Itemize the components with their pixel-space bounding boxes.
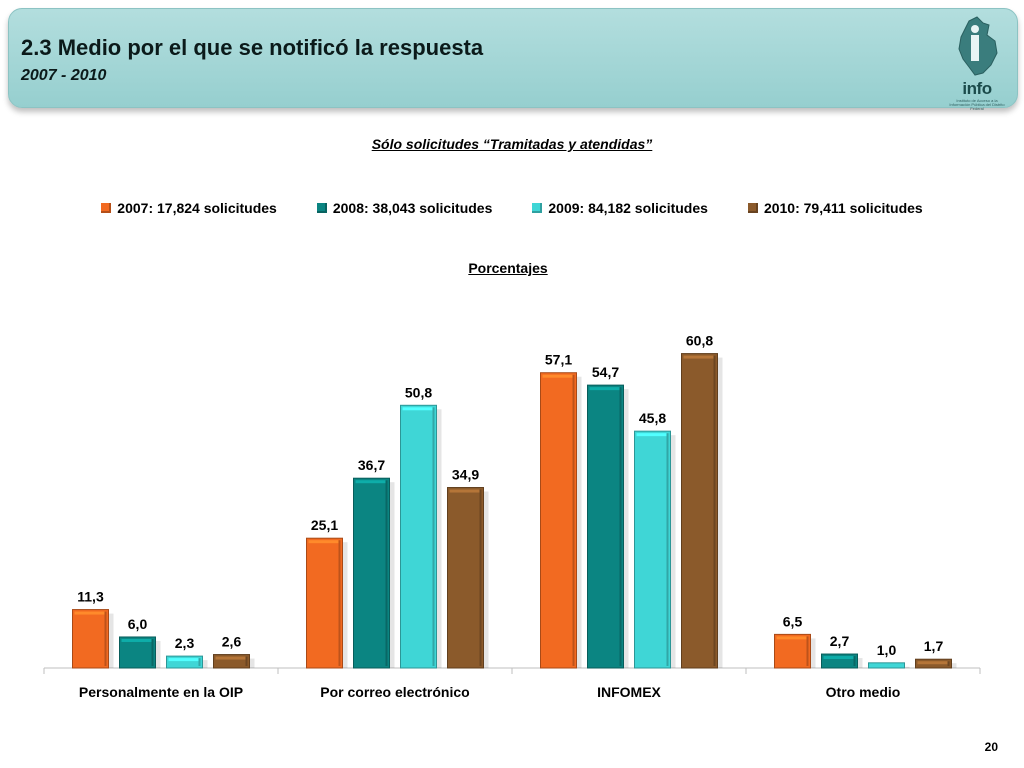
title-banner: 2.3 Medio por el que se notificó la resp… xyxy=(8,8,1018,111)
bar-highlight xyxy=(683,355,716,359)
bar-highlight xyxy=(917,661,950,665)
bar xyxy=(72,609,109,669)
bar-highlight xyxy=(215,656,248,660)
bar xyxy=(447,487,484,669)
x-tick-label: Personalmente en la OIP xyxy=(79,684,243,700)
legend-label-2009: 2009: 84,182 solicitudes xyxy=(548,200,708,216)
bar-highlight xyxy=(168,658,201,662)
x-tick-label: Otro medio xyxy=(826,684,901,700)
bar-side-shade xyxy=(385,480,388,666)
chart-title: Sólo solicitudes “Tramitadas y atendidas… xyxy=(371,136,653,152)
bar-side-shade xyxy=(853,656,856,666)
bar-highlight xyxy=(402,407,435,411)
bar-side-shade xyxy=(104,611,107,666)
data-label: 2,6 xyxy=(222,634,242,650)
legend-label-2007: 2007: 17,824 solicitudes xyxy=(117,200,277,216)
x-tick-label: INFOMEX xyxy=(597,684,661,700)
legend-label-2008: 2008: 38,043 solicitudes xyxy=(332,200,493,216)
legend-item-2008: 2008: 38,043 solicitudes xyxy=(316,200,493,216)
bar-highlight xyxy=(449,489,482,493)
data-label: 1,0 xyxy=(877,642,897,658)
bar-highlight xyxy=(636,433,669,437)
bar-side-shade xyxy=(479,489,482,666)
bar-side-shade xyxy=(432,407,435,666)
chart-legend: 2007: 17,824 solicitudes 2008: 38,043 so… xyxy=(0,200,1024,216)
bar-highlight xyxy=(308,540,341,544)
data-label: 57,1 xyxy=(545,352,572,368)
bar xyxy=(119,636,156,669)
data-label: 45,8 xyxy=(639,410,666,426)
map-icon xyxy=(958,16,998,76)
bar xyxy=(306,537,343,669)
bar-highlight xyxy=(355,480,388,484)
bar-highlight xyxy=(776,636,809,640)
bar-side-shade xyxy=(806,636,809,666)
bar-side-shade xyxy=(572,374,575,666)
legend-swatch-2010 xyxy=(747,203,758,213)
data-label: 36,7 xyxy=(358,457,385,473)
data-label: 6,5 xyxy=(783,613,803,629)
bar-side-shade xyxy=(713,355,716,666)
bar-highlight xyxy=(542,374,575,378)
bar-highlight xyxy=(121,638,154,642)
legend-swatch-2008 xyxy=(316,203,327,213)
bar-side-shade xyxy=(947,661,950,666)
bar xyxy=(540,372,577,669)
logo-caption: Instituto de Acceso a la Información Púb… xyxy=(949,98,1005,111)
bar-highlight xyxy=(74,611,107,615)
bar xyxy=(353,477,390,669)
bar xyxy=(634,430,671,669)
data-label: 50,8 xyxy=(405,384,432,400)
info-logo: info Instituto de Acceso a la Informació… xyxy=(947,15,1007,111)
bar-highlight xyxy=(589,387,622,391)
data-label: 1,7 xyxy=(924,638,944,654)
bar-side-shade xyxy=(198,658,201,666)
bar xyxy=(681,353,718,669)
data-label: 2,7 xyxy=(830,633,850,649)
data-label: 60,8 xyxy=(686,333,713,349)
bar-side-shade xyxy=(666,433,669,666)
bar-side-shade xyxy=(338,540,341,666)
legend-swatch-2009 xyxy=(532,203,543,213)
bar-side-shade xyxy=(619,387,622,666)
page-number: 20 xyxy=(984,740,998,754)
bar xyxy=(868,662,905,669)
x-tick-label: Por correo electrónico xyxy=(320,684,469,700)
bar-side-shade xyxy=(245,656,248,666)
data-label: 2,3 xyxy=(175,635,195,651)
bar-highlight xyxy=(823,656,856,660)
legend-label-2010: 2010: 79,411 solicitudes xyxy=(763,200,923,216)
legend-item-2010: 2010: 79,411 solicitudes xyxy=(747,200,923,216)
data-label: 34,9 xyxy=(452,467,479,483)
data-label: 25,1 xyxy=(311,517,338,533)
data-label: 6,0 xyxy=(128,616,148,632)
legend-item-2009: 2009: 84,182 solicitudes xyxy=(532,200,708,216)
y-axis-label: Porcentajes xyxy=(468,260,548,276)
data-label: 54,7 xyxy=(592,364,619,380)
legend-swatch-2007 xyxy=(101,203,112,213)
bar xyxy=(166,655,203,669)
logo-wordmark: info xyxy=(962,79,992,98)
bar-side-shade xyxy=(151,638,154,666)
bar xyxy=(587,384,624,669)
page-title: 2.3 Medio por el que se notificó la resp… xyxy=(21,35,484,60)
bar xyxy=(400,404,437,669)
legend-item-2007: 2007: 17,824 solicitudes xyxy=(101,200,277,216)
bar xyxy=(774,633,811,669)
data-label: 11,3 xyxy=(77,589,104,605)
page-subtitle: 2007 - 2010 xyxy=(21,67,107,84)
